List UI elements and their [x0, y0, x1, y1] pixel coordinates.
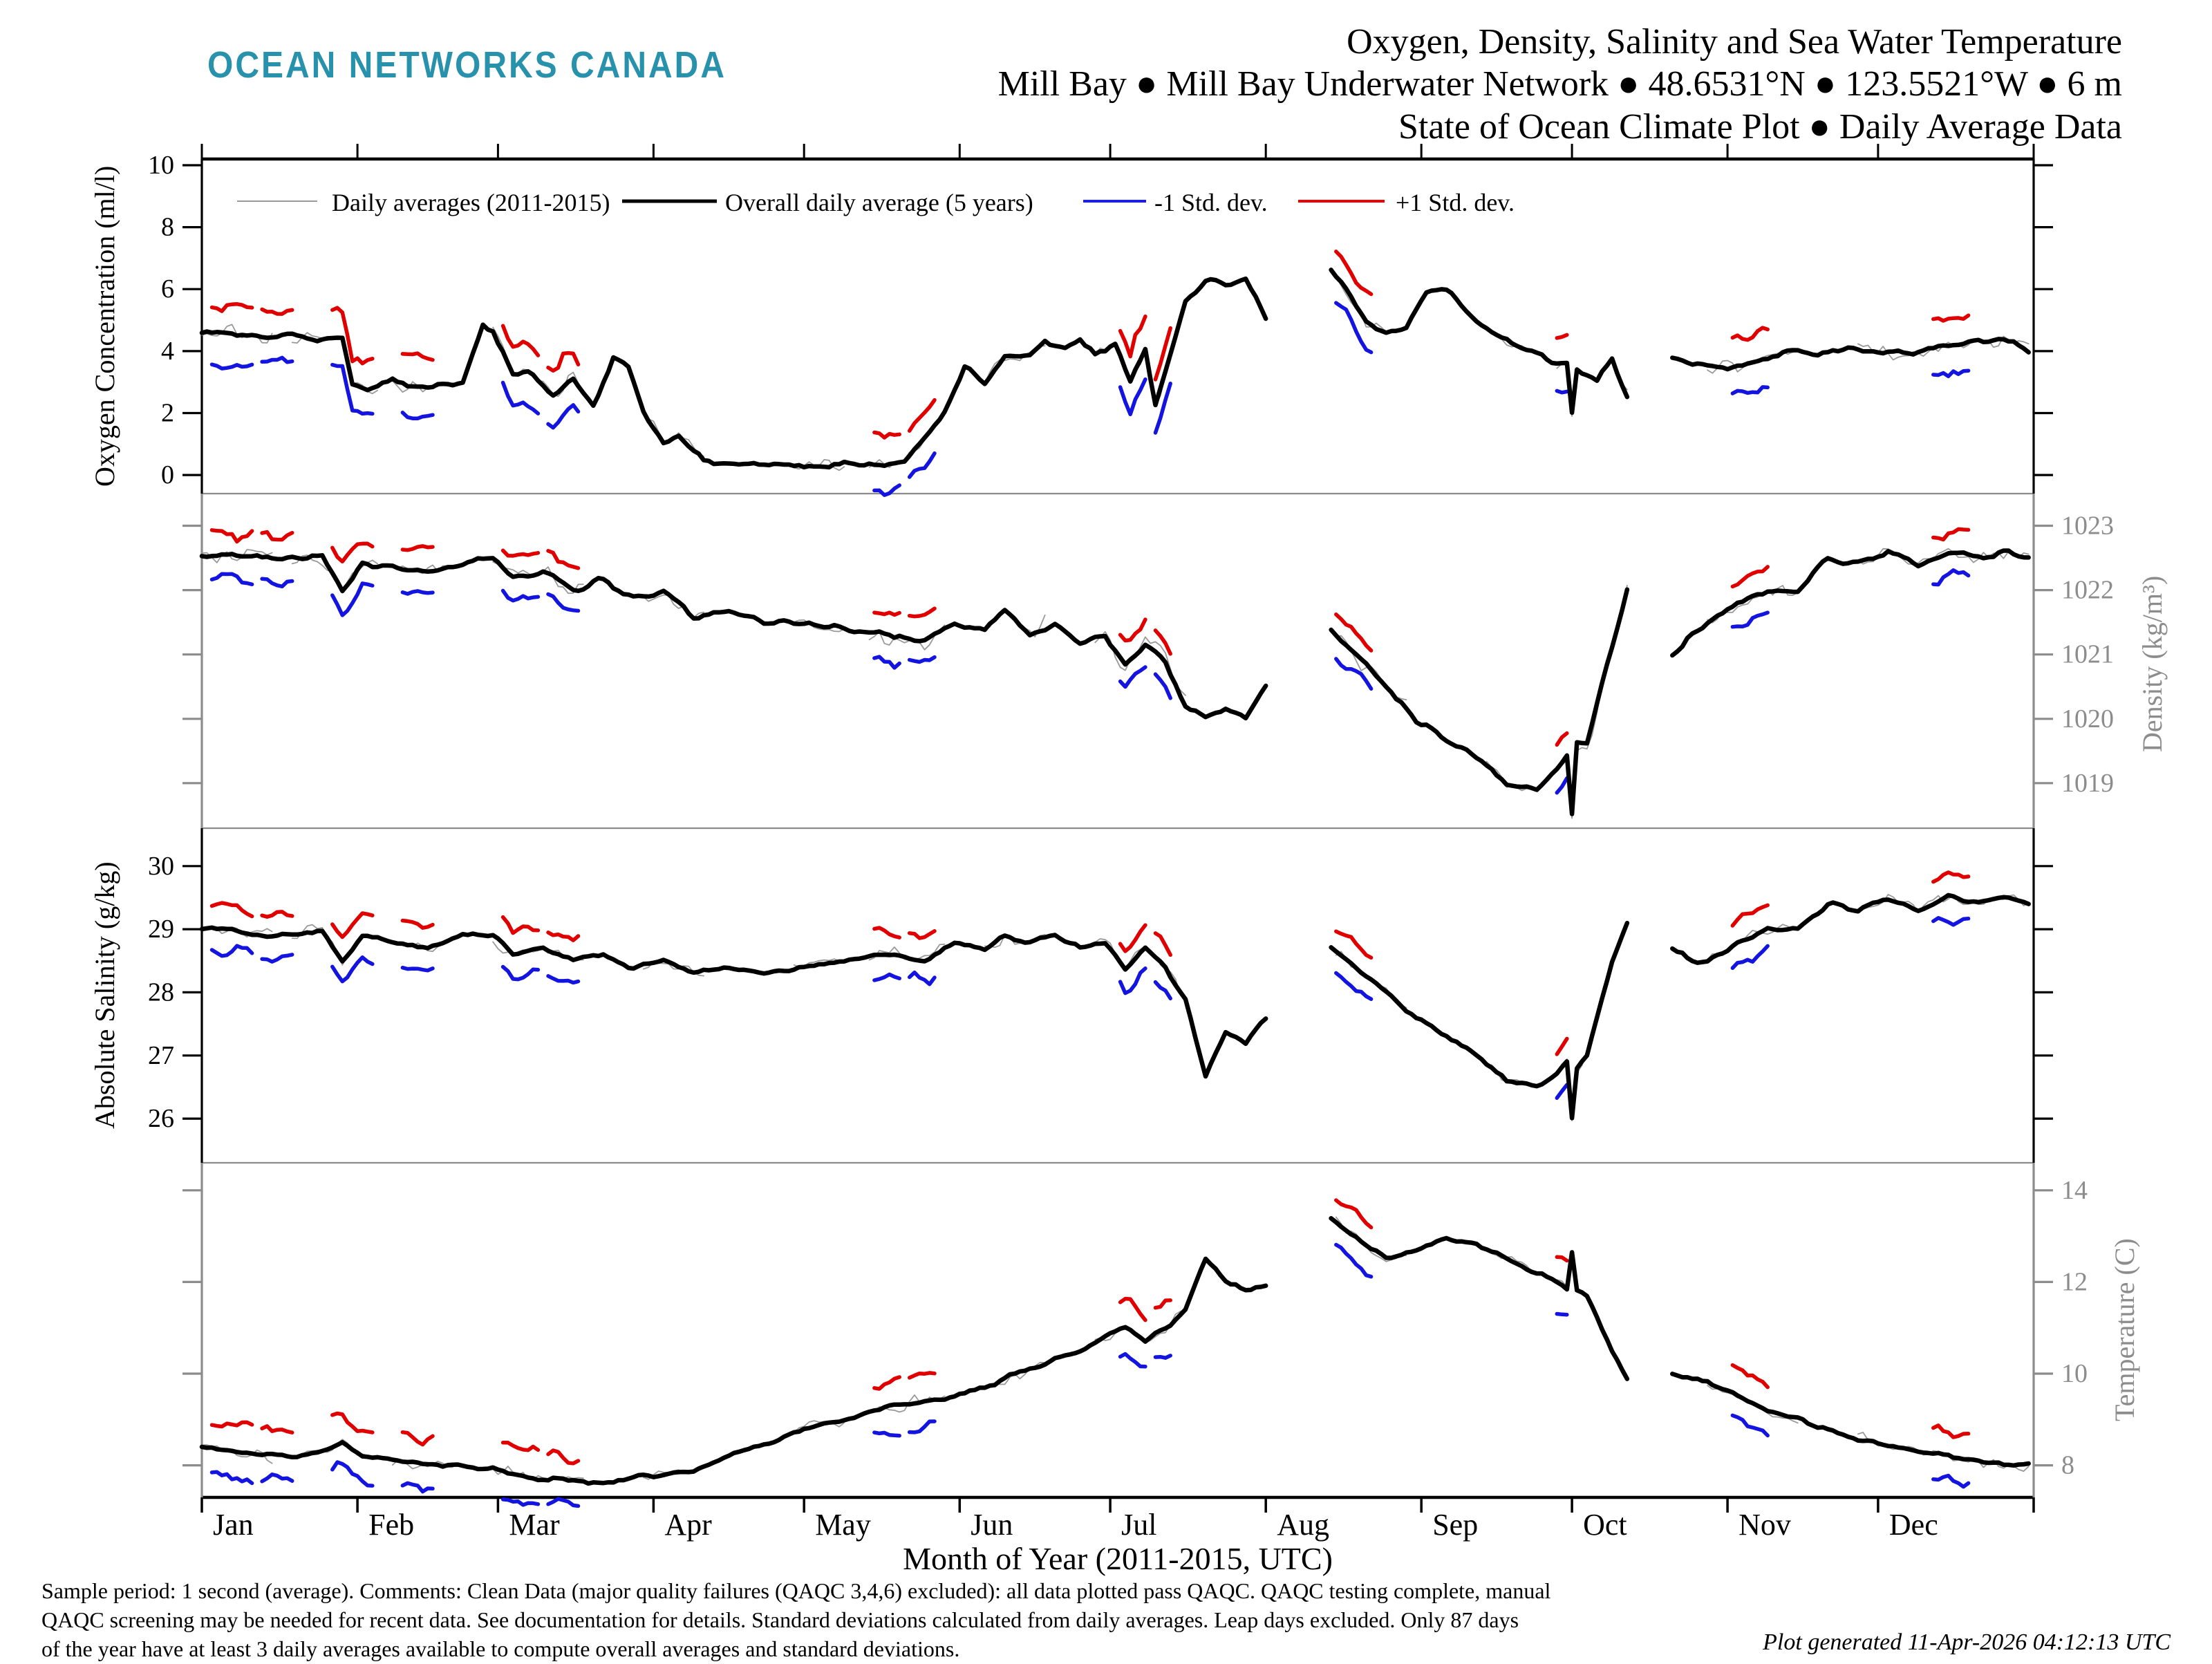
svg-text:1021: 1021: [2061, 640, 2114, 669]
svg-text:Mar: Mar: [509, 1508, 560, 1542]
svg-text:1022: 1022: [2061, 576, 2114, 605]
svg-text:27: 27: [148, 1041, 174, 1070]
svg-text:10: 10: [2061, 1359, 2088, 1388]
svg-text:14: 14: [2061, 1176, 2088, 1205]
svg-text:2: 2: [161, 399, 174, 428]
svg-text:0: 0: [161, 460, 174, 489]
svg-text:1023: 1023: [2061, 512, 2114, 541]
svg-text:May: May: [815, 1508, 871, 1542]
svg-text:Jul: Jul: [1121, 1508, 1156, 1542]
svg-text:6: 6: [161, 274, 174, 303]
svg-text:Daily averages (2011-2015): Daily averages (2011-2015): [332, 189, 610, 216]
svg-text:Sep: Sep: [1432, 1508, 1478, 1542]
svg-text:Aug: Aug: [1277, 1508, 1329, 1542]
svg-text:Feb: Feb: [368, 1508, 414, 1542]
svg-text:29: 29: [148, 915, 174, 944]
svg-text:Apr: Apr: [664, 1508, 712, 1542]
svg-text:1020: 1020: [2061, 704, 2114, 733]
svg-text:12: 12: [2061, 1267, 2088, 1296]
svg-text:30: 30: [148, 852, 174, 881]
svg-text:-1 Std. dev.: -1 Std. dev.: [1154, 189, 1268, 216]
svg-text:Jun: Jun: [971, 1508, 1013, 1542]
svg-text:8: 8: [161, 213, 174, 242]
svg-text:8: 8: [2061, 1451, 2074, 1480]
svg-text:+1 Std. dev.: +1 Std. dev.: [1396, 189, 1515, 216]
svg-text:Jan: Jan: [213, 1508, 254, 1542]
svg-text:Nov: Nov: [1738, 1508, 1791, 1542]
svg-text:Overall daily average (5 years: Overall daily average (5 years): [725, 189, 1033, 216]
svg-text:Dec: Dec: [1889, 1508, 1938, 1542]
svg-text:4: 4: [161, 337, 174, 366]
svg-text:28: 28: [148, 978, 174, 1007]
svg-text:1019: 1019: [2061, 769, 2114, 798]
svg-text:Oct: Oct: [1583, 1508, 1627, 1542]
svg-text:10: 10: [148, 151, 174, 180]
svg-text:26: 26: [148, 1104, 174, 1133]
